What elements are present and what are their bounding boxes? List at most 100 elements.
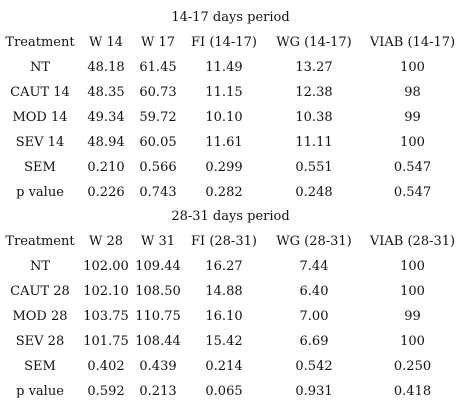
table-cell: 60.05 <box>139 135 177 150</box>
table-cell: 0.743 <box>139 185 177 200</box>
table-cell: 0.551 <box>295 160 333 175</box>
table-cell: 0.439 <box>139 359 177 374</box>
row-label: MOD 14 <box>12 110 68 125</box>
table-row: MOD 14 49.34 59.72 10.10 10.38 99 <box>0 105 461 130</box>
table-cell: 48.18 <box>87 60 125 75</box>
table-cell: 11.15 <box>205 85 243 100</box>
column-header: W 28 <box>88 234 124 249</box>
row-label: SEM <box>24 160 56 175</box>
table-cell: 0.248 <box>295 185 333 200</box>
table-cell: 7.44 <box>299 259 329 274</box>
row-label: CAUT 14 <box>10 85 70 100</box>
column-header: W 17 <box>140 35 176 50</box>
table-cell: 102.10 <box>83 284 129 299</box>
table-cell: 100 <box>400 60 425 75</box>
table-cell: 102.00 <box>83 259 129 274</box>
section-title-28-31: 28-31 days period <box>171 209 290 224</box>
header-row: Treatment W 28 W 31 FI (28-31) WG (28-31) VIA… <box>0 229 461 254</box>
column-header: VIAB (28-31) <box>369 234 456 249</box>
row-label: SEV 28 <box>15 334 65 349</box>
table-cell: 6.40 <box>299 284 329 299</box>
table-cell: 6.69 <box>299 334 329 349</box>
table-row: SEV 28 101.75 108.44 15.42 6.69 100 <box>0 329 461 354</box>
table-cell: 0.226 <box>87 185 125 200</box>
table-cell: 0.213 <box>139 384 177 399</box>
table-row: p value 0.226 0.743 0.282 0.248 0.547 <box>0 180 461 205</box>
table-cell: 103.75 <box>83 309 129 324</box>
table-row: SEV 14 48.94 60.05 11.61 11.11 100 <box>0 130 461 155</box>
row-label: SEM <box>24 359 56 374</box>
table-cell: 0.065 <box>205 384 243 399</box>
table-cell: 11.11 <box>295 135 333 150</box>
table-cell: 0.250 <box>393 359 432 374</box>
table-cell: 60.73 <box>139 85 177 100</box>
table-row: NT 102.00 109.44 16.27 7.44 100 <box>0 254 461 279</box>
column-header: WG (28-31) <box>276 234 352 249</box>
table-row: NT 48.18 61.45 11.49 13.27 100 <box>0 55 461 80</box>
table-cell: 0.547 <box>393 185 432 200</box>
row-label: MOD 28 <box>12 309 68 324</box>
table-cell: 0.299 <box>205 160 243 175</box>
table-cell: 0.210 <box>87 160 125 175</box>
table-cell: 49.34 <box>87 110 125 125</box>
table-cell: 98 <box>404 85 421 100</box>
column-header: W 31 <box>140 234 176 249</box>
table-row: CAUT 14 48.35 60.73 11.15 12.38 98 <box>0 80 461 105</box>
row-label: p value <box>16 185 64 200</box>
table-cell: 0.931 <box>295 384 333 399</box>
table-cell: 59.72 <box>139 110 177 125</box>
table-cell: 99 <box>404 110 421 125</box>
table-row: SEM 0.210 0.566 0.299 0.551 0.547 <box>0 155 461 180</box>
table-cell: 10.38 <box>295 110 333 125</box>
table-cell: 100 <box>400 334 425 349</box>
table-cell: 0.282 <box>205 185 243 200</box>
table-cell: 12.38 <box>295 85 333 100</box>
table-cell: 11.49 <box>205 60 243 75</box>
table-cell: 15.42 <box>205 334 243 349</box>
table-row: SEM 0.402 0.439 0.214 0.542 0.250 <box>0 354 461 379</box>
header-row: Treatment W 14 W 17 FI (14-17) WG (14-17) VIA… <box>0 30 461 55</box>
table-cell: 48.35 <box>87 85 125 100</box>
table-cell: 16.10 <box>205 309 243 324</box>
table-cell: 99 <box>404 309 421 324</box>
table-cell: 10.10 <box>205 110 243 125</box>
column-header: FI (28-31) <box>191 234 257 249</box>
row-label: SEV 14 <box>15 135 65 150</box>
table-row: p value 0.592 0.213 0.065 0.931 0.418 <box>0 379 461 404</box>
table-28-31: Treatment W 28 W 31 FI (28-31) WG (28-31) VIA… <box>0 229 461 404</box>
table-cell: 0.547 <box>393 160 432 175</box>
table-cell: 109.44 <box>135 259 181 274</box>
table-cell: 108.44 <box>135 334 181 349</box>
table-cell: 48.94 <box>87 135 125 150</box>
table-row: CAUT 28 102.10 108.50 14.88 6.40 100 <box>0 279 461 304</box>
table-cell: 100 <box>400 135 425 150</box>
table-cell: 108.50 <box>135 284 181 299</box>
column-header: Treatment <box>5 35 75 50</box>
table-cell: 110.75 <box>135 309 181 324</box>
table-cell: 100 <box>400 284 425 299</box>
table-cell: 13.27 <box>295 60 333 75</box>
table-14-17: Treatment W 14 W 17 FI (14-17) WG (14-17) VIA… <box>0 30 461 205</box>
section-title-14-17: 14-17 days period <box>171 10 290 25</box>
row-label: p value <box>16 384 64 399</box>
column-header: W 14 <box>88 35 124 50</box>
table-cell: 0.566 <box>139 160 177 175</box>
row-label: NT <box>29 259 51 274</box>
column-header: Treatment <box>5 234 75 249</box>
table-cell: 7.00 <box>299 309 329 324</box>
column-header: FI (14-17) <box>191 35 257 50</box>
table-cell: 0.542 <box>295 359 333 374</box>
table-cell: 0.402 <box>87 359 125 374</box>
column-header: VIAB (14-17) <box>369 35 456 50</box>
table-cell: 101.75 <box>83 334 129 349</box>
table-cell: 16.27 <box>205 259 243 274</box>
row-label: NT <box>29 60 51 75</box>
table-cell: 100 <box>400 259 425 274</box>
table-cell: 14.88 <box>205 284 243 299</box>
table-cell: 11.61 <box>205 135 243 150</box>
table-cell: 0.214 <box>205 359 243 374</box>
row-label: CAUT 28 <box>10 284 70 299</box>
column-header: WG (14-17) <box>276 35 352 50</box>
table-row: MOD 28 103.75 110.75 16.10 7.00 99 <box>0 304 461 329</box>
